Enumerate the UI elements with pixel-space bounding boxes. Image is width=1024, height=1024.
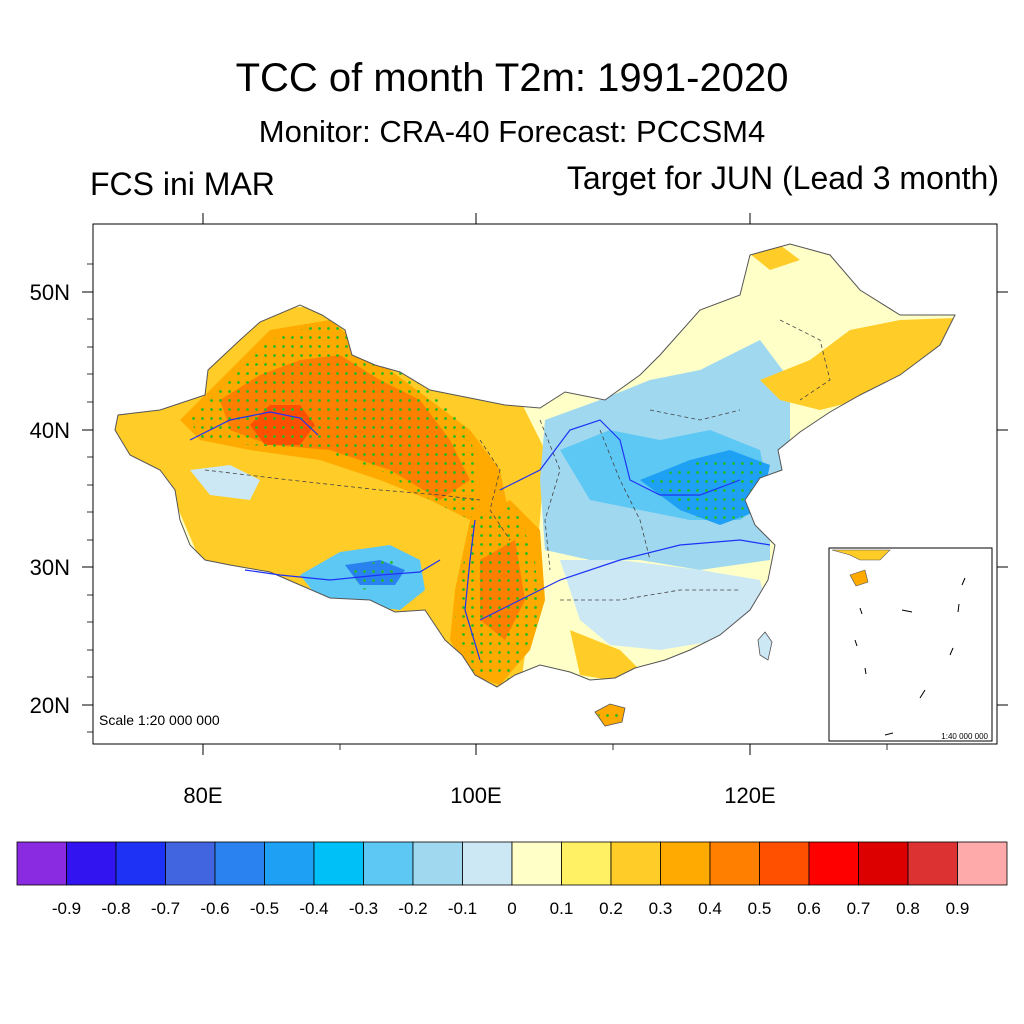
colorbar-swatch <box>660 841 711 886</box>
region-kunlun-cool <box>190 465 260 500</box>
colorbar-label: 0.4 <box>698 899 722 918</box>
border-gansu <box>539 419 561 571</box>
scale-label-inset: 1:40 000 000 <box>941 732 988 741</box>
colorbar-label: 0 <box>507 899 516 918</box>
colorbar-swatch <box>66 841 117 886</box>
colorbar-swatch <box>115 841 166 886</box>
colorbar-label: 0.2 <box>599 899 623 918</box>
border-northeast <box>779 319 831 401</box>
lon-label-100e: 100E <box>450 783 501 808</box>
significance-dots-northwest <box>190 320 480 520</box>
lat-label-40n: 40N <box>30 418 70 443</box>
taiwan-island <box>757 631 773 661</box>
colorbar-label: -0.2 <box>398 899 427 918</box>
colorbar-swatch <box>165 841 216 886</box>
region-northeast-warm <box>760 318 955 410</box>
lat-ticks <box>82 291 1008 706</box>
river-tarim <box>189 411 319 441</box>
border-south <box>560 589 740 601</box>
colorbar-label: 0.6 <box>797 899 821 918</box>
river-yellow <box>499 419 741 496</box>
significance-dots-shandong <box>650 460 770 525</box>
rivers <box>189 411 771 661</box>
region-guangxi-warm <box>570 630 640 680</box>
colorbar: -0.9 -0.8 -0.7 -0.6 -0.5 -0.4 -0.3 -0.2 -0.1 0 0.1… <box>16 841 1008 918</box>
colorbar-swatch <box>759 841 810 886</box>
colorbar-swatch <box>462 841 513 886</box>
colorbar-swatch <box>264 841 315 886</box>
colorbar-label: -0.9 <box>52 899 81 918</box>
target-label: Target for JUN (Lead 3 month) <box>566 160 999 196</box>
colorbar-swatch <box>610 841 661 886</box>
chart-subtitle: Monitor: CRA-40 Forecast: PCCSM4 <box>258 114 766 149</box>
colorbar-label: -0.3 <box>349 899 378 918</box>
colorbar-label: -0.6 <box>200 899 229 918</box>
colorbar-label: 0.3 <box>649 899 673 918</box>
colorbar-label: 0.1 <box>550 899 574 918</box>
colorbar-swatch <box>412 841 463 886</box>
colorbar-swatch <box>363 841 414 886</box>
colorbar-label: -0.7 <box>151 899 180 918</box>
lon-ticks <box>202 213 751 755</box>
colorbar-swatch <box>561 841 612 886</box>
colorbar-label: -0.1 <box>448 899 477 918</box>
init-label: FCS ini MAR <box>90 166 275 202</box>
inset-hainan <box>849 569 869 587</box>
colorbar-swatch <box>214 841 265 886</box>
colorbar-swatch <box>16 841 67 886</box>
region-south-cool <box>560 560 770 650</box>
lat-label-50n: 50N <box>30 280 70 305</box>
province-borders <box>204 319 831 601</box>
scale-label-main: Scale 1:20 000 000 <box>99 712 220 728</box>
hainan-dots <box>598 714 620 722</box>
lon-label-120e: 120E <box>724 783 775 808</box>
colorbar-label: -0.5 <box>250 899 279 918</box>
colorbar-swatch <box>957 841 1008 886</box>
colorbar-label: -0.4 <box>299 899 328 918</box>
river-mekong <box>464 519 481 661</box>
border-qinghai <box>479 439 511 541</box>
river-yarlung <box>244 559 441 581</box>
border-xinjiang-tibet <box>204 469 481 501</box>
colorbar-swatch <box>709 841 760 886</box>
colorbar-swatch <box>511 841 562 886</box>
colorbar-label: -0.8 <box>101 899 130 918</box>
colorbar-swatch <box>313 841 364 886</box>
river-yangtze <box>479 539 771 621</box>
colorbar-label: 0.8 <box>896 899 920 918</box>
colorbar-swatch <box>858 841 909 886</box>
colorbar-label: 0.5 <box>748 899 772 918</box>
inset-mainland <box>831 549 891 561</box>
colorbar-swatch <box>808 841 859 886</box>
minor-ticks <box>87 263 888 750</box>
colorbar-swatch <box>907 841 958 886</box>
lat-label-20n: 20N <box>30 693 70 718</box>
colorbar-label: 0.9 <box>946 899 970 918</box>
chart-title: TCC of month T2m: 1991-2020 <box>235 56 789 100</box>
lat-label-30n: 30N <box>30 555 70 580</box>
significance-dots-southwest <box>455 505 540 680</box>
inset-dash-line <box>854 577 966 736</box>
colorbar-label: 0.7 <box>847 899 871 918</box>
china-boundary <box>114 243 956 688</box>
border-shaanxi <box>599 429 651 561</box>
border-innermongolia <box>649 409 741 421</box>
lon-label-80e: 80E <box>183 783 222 808</box>
